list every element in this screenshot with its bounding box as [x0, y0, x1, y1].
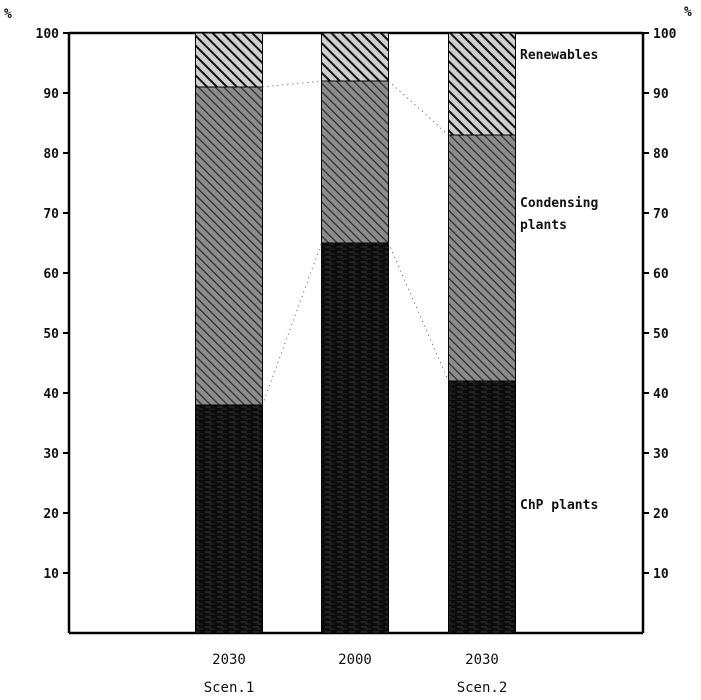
- category-year-label: 2030: [465, 652, 499, 668]
- right-tick-label: 50: [653, 327, 669, 342]
- right-tick-label: 60: [653, 267, 669, 282]
- left-tick-label: 90: [43, 87, 59, 102]
- category-scenario-label: Scen.2: [457, 680, 508, 696]
- right-tick-label: 30: [653, 447, 669, 462]
- left-tick-label: 70: [43, 207, 59, 222]
- right-tick-label: 100: [653, 27, 677, 42]
- category-year-label: 2000: [338, 652, 372, 668]
- right-tick-group: 10 20 30 40 50 60 70 80 90 100: [643, 27, 677, 582]
- bar-segment-chp-plants: [195, 404, 263, 634]
- bar-segment-renewables: [195, 32, 263, 88]
- connector-lines: [262, 80, 449, 406]
- segment-label: plants: [520, 218, 567, 233]
- category-year-label: 2030: [212, 652, 246, 668]
- segment-labels: ChP plants Condensing plants Renewables: [520, 48, 598, 513]
- connector-line: [262, 242, 322, 406]
- bar-segment-chp-plants: [448, 380, 516, 634]
- segment-label: ChP plants: [520, 498, 598, 513]
- bar-segment-condensing-plants: [321, 80, 389, 244]
- bar-segment-condensing-plants: [448, 134, 516, 382]
- right-tick-label: 40: [653, 387, 669, 402]
- connector-line: [262, 80, 322, 88]
- left-tick-label: 60: [43, 267, 59, 282]
- connector-line: [388, 242, 449, 382]
- bar-segment-renewables: [321, 32, 389, 82]
- right-tick-label: 80: [653, 147, 669, 162]
- left-tick-label: 30: [43, 447, 59, 462]
- right-tick-label: 20: [653, 507, 669, 522]
- right-tick-label: 90: [653, 87, 669, 102]
- left-tick-label: 40: [43, 387, 59, 402]
- left-tick-label: 10: [43, 567, 59, 582]
- bars-group: [195, 32, 516, 634]
- right-unit-label: %: [684, 5, 692, 20]
- category-scenario-label: Scen.1: [204, 680, 255, 696]
- category-labels: 2030 Scen.1 2000 2030 Scen.2: [204, 652, 508, 696]
- bar-segment-chp-plants: [321, 242, 389, 634]
- right-tick-label: 10: [653, 567, 669, 582]
- segment-label: Renewables: [520, 48, 598, 63]
- right-tick-label: 70: [653, 207, 669, 222]
- left-tick-label: 100: [36, 27, 60, 42]
- left-unit-label: %: [4, 7, 12, 22]
- left-tick-group: 10 20 30 40 50 60 70 80 90 100: [36, 27, 69, 582]
- connector-line: [388, 80, 449, 136]
- left-tick-label: 20: [43, 507, 59, 522]
- segment-label: Condensing: [520, 196, 598, 211]
- left-tick-label: 50: [43, 327, 59, 342]
- bar-segment-renewables: [448, 32, 516, 136]
- left-tick-label: 80: [43, 147, 59, 162]
- bar-segment-condensing-plants: [195, 86, 263, 406]
